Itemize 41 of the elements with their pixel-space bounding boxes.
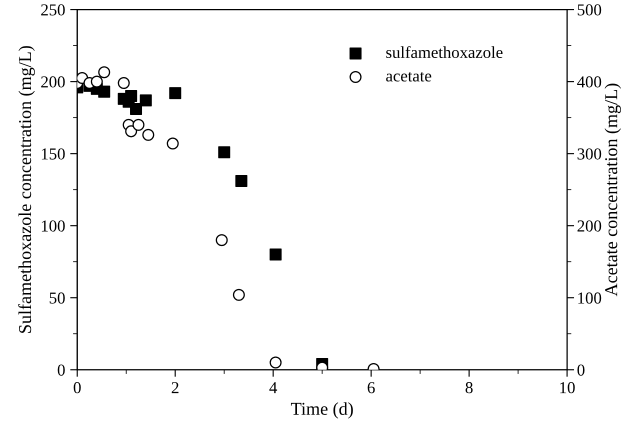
y2-tick-label: 0 <box>577 364 585 376</box>
y-tick-label: 200 <box>41 76 65 88</box>
point <box>140 94 152 106</box>
point <box>166 138 179 150</box>
point <box>118 77 130 90</box>
x-tick-label: 4 <box>269 382 278 394</box>
y-tick-label: 100 <box>42 220 65 232</box>
point <box>98 86 110 98</box>
x-tick-label: 0 <box>74 382 81 394</box>
point <box>216 234 228 246</box>
y-tick-label: 150 <box>42 148 65 160</box>
y-tick-label: 50 <box>50 292 65 304</box>
x-tick-label: 10 <box>560 382 575 394</box>
x-tick-label: 8 <box>466 382 473 394</box>
point <box>125 90 138 102</box>
point <box>90 76 103 88</box>
point <box>125 125 138 138</box>
point <box>142 128 154 141</box>
y2-tick-label: 100 <box>578 292 602 304</box>
point <box>218 146 230 158</box>
x-tick-label: 2 <box>172 382 178 394</box>
legend-label: sulfamethoxazole <box>386 46 503 58</box>
point <box>270 356 282 369</box>
x-axis-title: Time (d) <box>290 402 353 419</box>
y2-tick-label: 400 <box>577 76 602 88</box>
legend-label: acetate <box>386 72 432 82</box>
y-tick-label: 250 <box>41 4 65 16</box>
point <box>130 102 142 115</box>
y2-tick-label: 200 <box>578 220 602 232</box>
point <box>235 175 248 188</box>
y-axis-title: Sulfamethoxazole concentration (mg/L) <box>18 46 35 333</box>
point <box>232 288 245 301</box>
y2-tick-label: 300 <box>578 148 602 160</box>
y-tick-label: 0 <box>58 364 65 376</box>
point <box>132 118 144 131</box>
point <box>270 248 282 260</box>
point <box>98 66 110 78</box>
y2-tick-label: 500 <box>578 4 602 16</box>
x-tick-label: 6 <box>368 382 375 394</box>
point <box>169 87 182 100</box>
y2-axis-title: Acetate concentration (mg/L) <box>604 84 622 296</box>
